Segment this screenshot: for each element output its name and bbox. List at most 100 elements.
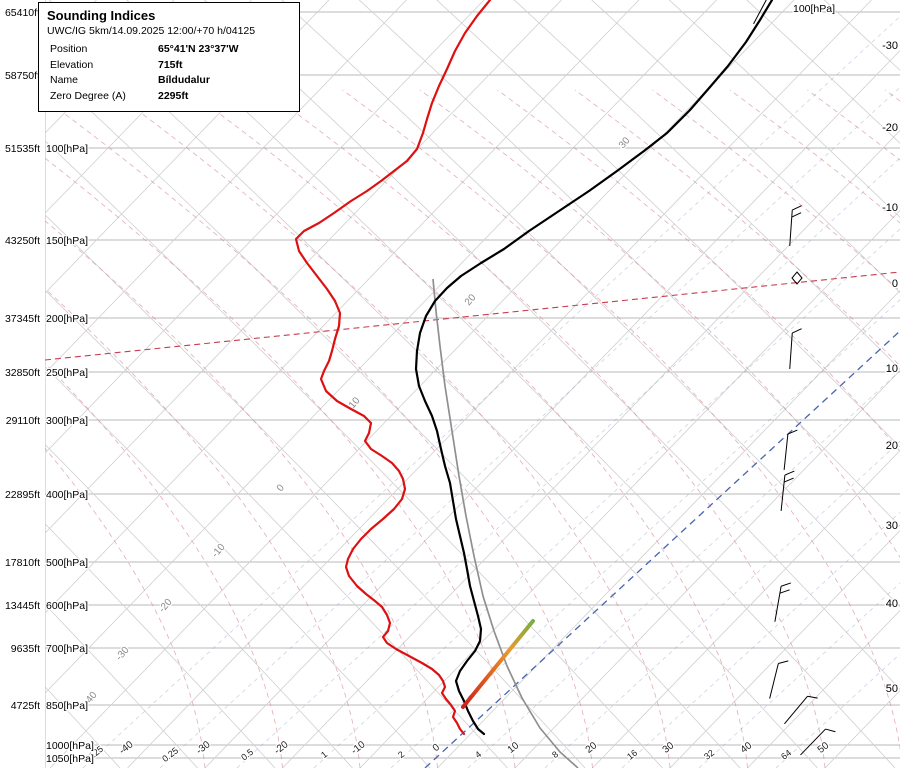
moist-adiabat-line <box>574 89 900 367</box>
isotherm-line <box>282 130 900 768</box>
altitude-label: 58750ft <box>5 70 40 82</box>
info-label: Elevation <box>50 58 94 71</box>
info-label: Position <box>50 43 88 55</box>
wind-barb-icon <box>800 728 836 756</box>
moist-adiabat-line <box>652 89 900 292</box>
info-value: 715ft <box>158 58 183 71</box>
isotherm-line <box>514 370 900 768</box>
isotherm-line <box>204 50 900 768</box>
isotherm-line <box>669 530 900 768</box>
moist-adiabat-line <box>109 89 671 768</box>
isotherm-line <box>45 0 717 694</box>
dry-adiabat-line <box>45 366 431 768</box>
moist-adiabat-line <box>45 220 438 768</box>
dry-adiabat-line <box>45 289 508 768</box>
dry-adiabat-line <box>668 0 900 218</box>
isotherm-line <box>49 0 795 768</box>
moist-adiabat-line <box>419 89 900 559</box>
calm-wind-symbol <box>791 271 803 285</box>
right-temp-label: 10 <box>886 363 898 375</box>
dewpoint-curve <box>294 0 492 736</box>
wind-barb-icon <box>769 660 789 699</box>
dry-adiabat-line <box>45 443 353 768</box>
pressure-label: 500[hPa] <box>46 557 88 569</box>
wind-barb-icon <box>789 328 802 369</box>
altitude-label: 4725ft <box>11 700 40 712</box>
dry-adiabat-line <box>45 140 663 768</box>
dry-adiabat-line <box>45 67 741 768</box>
pressure-label: 700[hPa] <box>46 643 88 655</box>
mixing-ratio-line <box>159 86 900 768</box>
info-row-name: Name Bíldudalur <box>47 73 291 89</box>
altitude-label: 9635ft <box>11 643 40 655</box>
info-value: 65°41'N 23°37'W <box>158 43 239 55</box>
dry-adiabat-line <box>45 603 198 768</box>
info-row-position: Position 65°41'N 23°37'W <box>47 42 291 58</box>
pressure-label: 200[hPa] <box>46 313 88 325</box>
isotherm-line <box>45 0 330 294</box>
right-temp-label: -20 <box>882 122 898 134</box>
lift-gradient-segment <box>461 619 535 709</box>
sounding-indices-box: Sounding Indices UWC/IG 5km/14.09.2025 1… <box>38 2 300 112</box>
pressure-label: 600[hPa] <box>46 600 88 612</box>
top-right-pressure-label: 100[hPa] <box>793 3 835 15</box>
moist-adiabat-line <box>187 89 748 768</box>
pressure-label: 850[hPa] <box>46 700 88 712</box>
altitude-label: 51535ft <box>5 143 40 155</box>
info-row-elevation: Elevation 715ft <box>47 58 291 74</box>
moist-adiabat-line <box>45 288 361 768</box>
isotherm-line <box>437 290 900 768</box>
moist-adiabat-line <box>45 362 283 768</box>
moist-adiabat-line <box>264 89 826 768</box>
moist-adiabat-line <box>45 447 206 768</box>
wind-barb-icon <box>753 0 771 25</box>
isotherm-line <box>359 210 900 768</box>
right-temp-label: -30 <box>882 40 898 52</box>
isotherm-line <box>45 0 407 374</box>
dry-adiabat-line <box>746 0 900 144</box>
wind-barb-icon <box>783 429 798 470</box>
isotherm-line <box>45 0 175 134</box>
right-temp-label: 0 <box>892 278 898 290</box>
moist-adiabat-line <box>342 89 900 752</box>
pressure-label: 400[hPa] <box>46 489 88 501</box>
moist-adiabat-line <box>497 89 900 453</box>
right-temp-label: -10 <box>882 202 898 214</box>
isotherm-line <box>747 610 900 768</box>
dry-adiabat-line <box>45 214 586 768</box>
wind-barb-icon <box>774 582 792 622</box>
pressure-label: 150[hPa] <box>46 235 88 247</box>
isotherm-line <box>592 450 900 768</box>
info-value: 2295ft <box>158 89 189 102</box>
right-temp-label: 50 <box>886 683 898 695</box>
isotherm-line <box>45 0 485 454</box>
info-label: Zero Degree (A) <box>50 89 126 102</box>
dry-adiabat-line <box>513 0 900 370</box>
altitude-label: 17810ft <box>5 557 40 569</box>
info-value: Bíldudalur <box>158 74 210 86</box>
moist-adiabat-line <box>45 157 516 768</box>
dry-adiabat-line <box>436 0 900 448</box>
isotherm-line <box>45 0 252 214</box>
box-title: Sounding Indices <box>47 8 156 23</box>
box-subtitle: UWC/IG 5km/14.09.2025 12:00/+70 h/04125 <box>47 25 256 37</box>
altitude-label: 13445ft <box>5 600 40 612</box>
upper-dashed-line <box>45 271 900 361</box>
isotherm-line <box>45 0 640 614</box>
pressure-label: 250[hPa] <box>46 367 88 379</box>
pressure-label: 1050[hPa] <box>46 753 94 765</box>
altitude-label: 37345ft <box>5 313 40 325</box>
moist-adiabat-line <box>45 98 593 768</box>
altitude-label: 22895ft <box>5 489 40 501</box>
isotherm-line <box>45 0 562 534</box>
altitude-label: 43250ft <box>5 235 40 247</box>
pressure-label: 1000[hPa] <box>46 740 94 752</box>
altitude-label: 65410ft <box>5 7 40 19</box>
temperature-curve <box>414 0 774 736</box>
parcel-curve <box>432 278 579 768</box>
pressure-label: 300[hPa] <box>46 415 88 427</box>
wind-barb-icon <box>784 695 818 725</box>
mixing-ratio-line <box>82 16 900 768</box>
